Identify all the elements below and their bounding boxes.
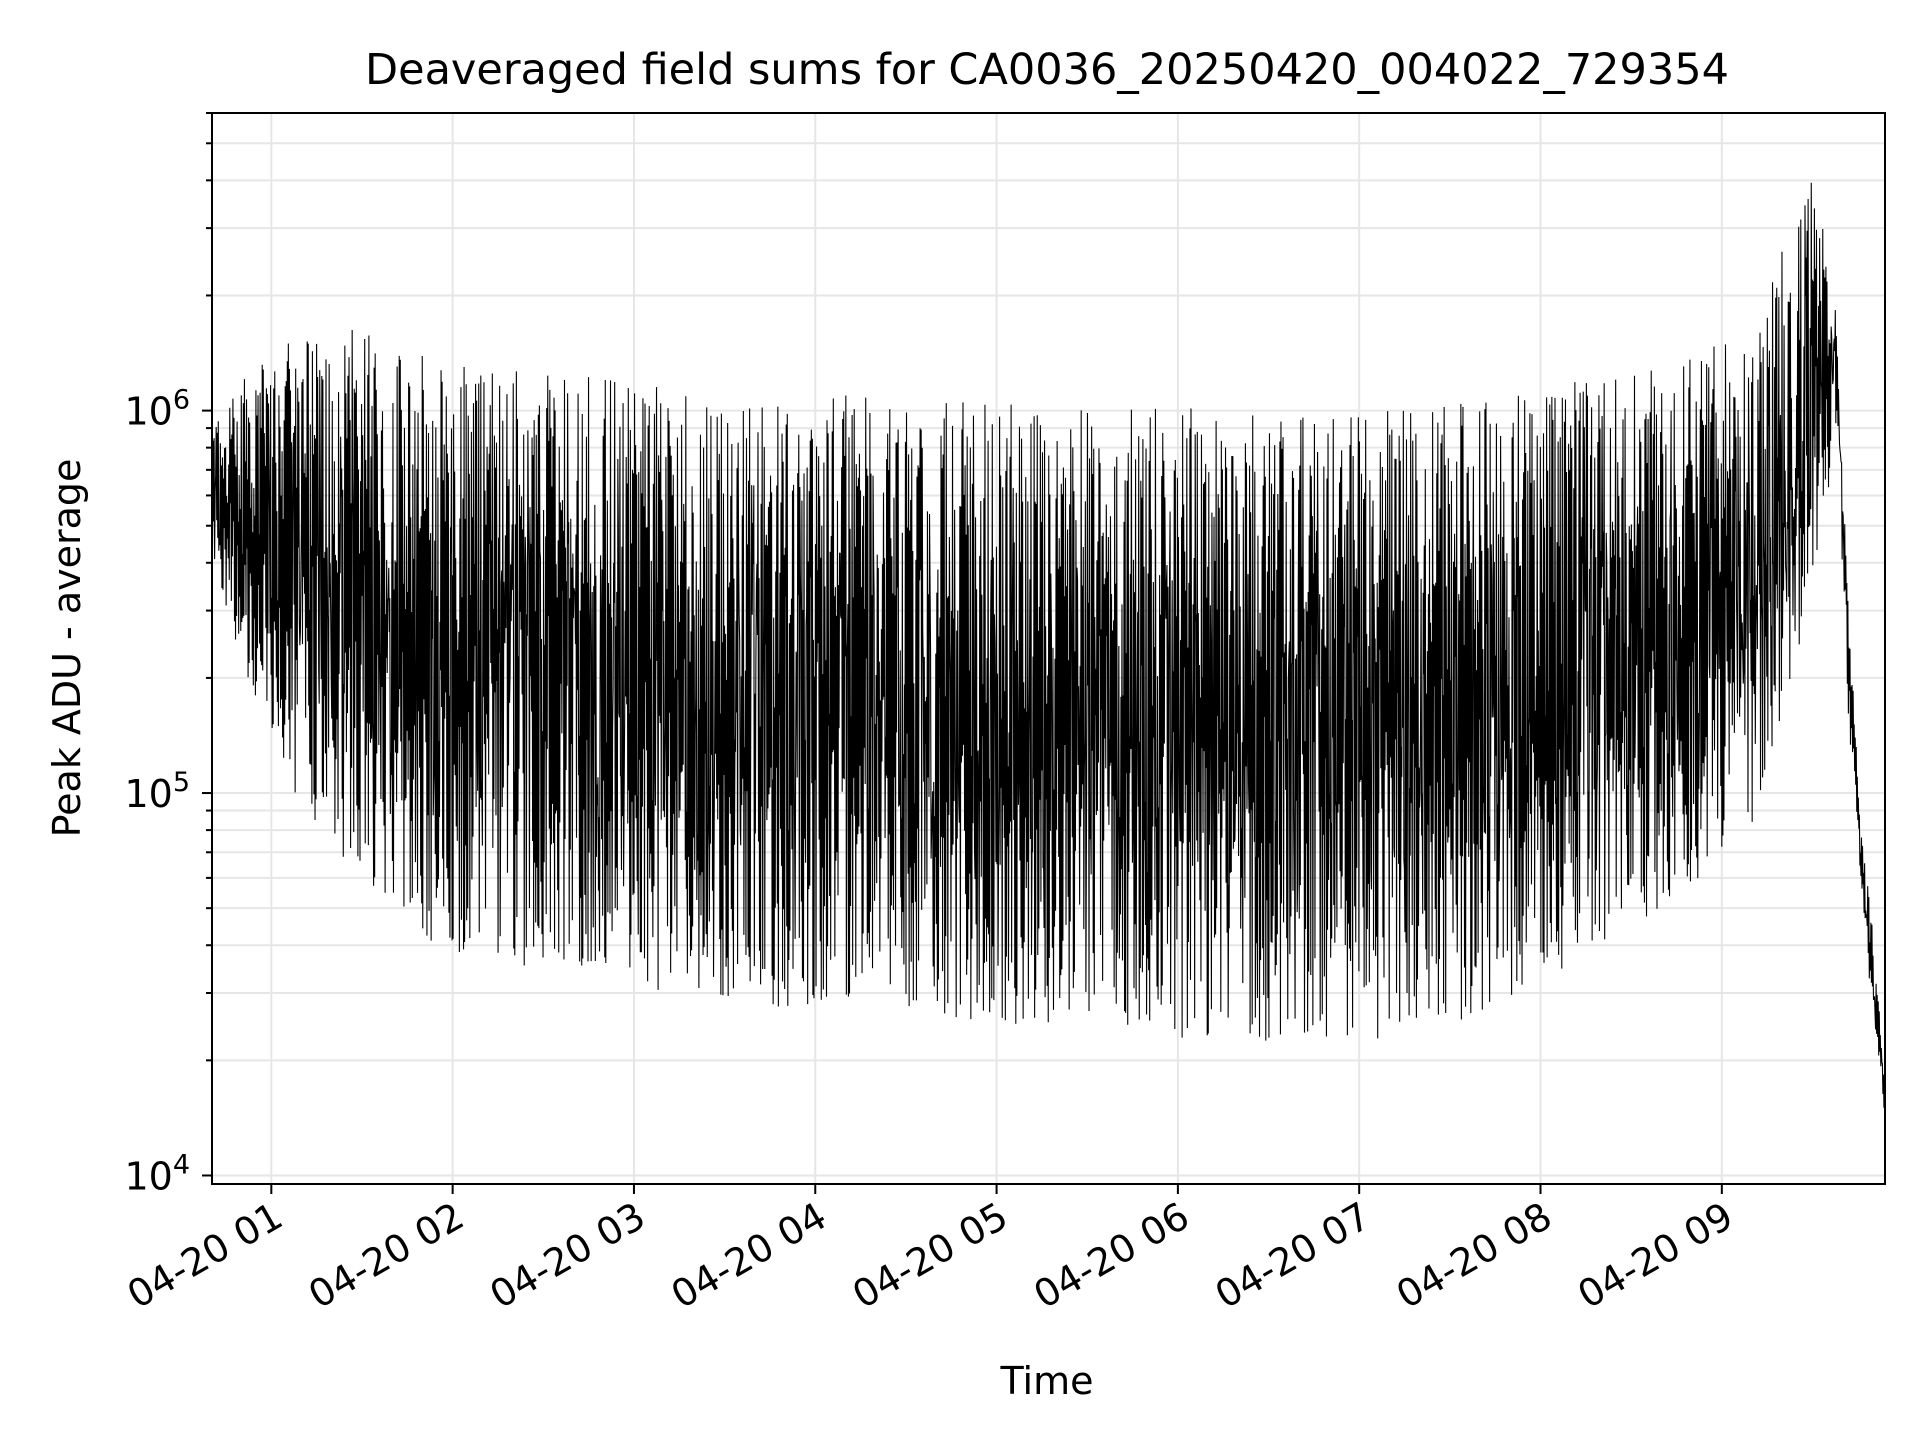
chart-title: Deaveraged field sums for CA0036_2025042… (365, 45, 1729, 95)
series-layer (212, 182, 1885, 1108)
series-line (212, 182, 1885, 1108)
y-tick-label: 105 (124, 767, 190, 816)
x-axis-label: Time (1000, 1359, 1094, 1403)
y-axis-label: Peak ADU - average (45, 459, 89, 838)
y-tick-label: 104 (124, 1149, 190, 1198)
plot-frame (211, 112, 1886, 1185)
y-tick-label: 106 (124, 385, 190, 434)
